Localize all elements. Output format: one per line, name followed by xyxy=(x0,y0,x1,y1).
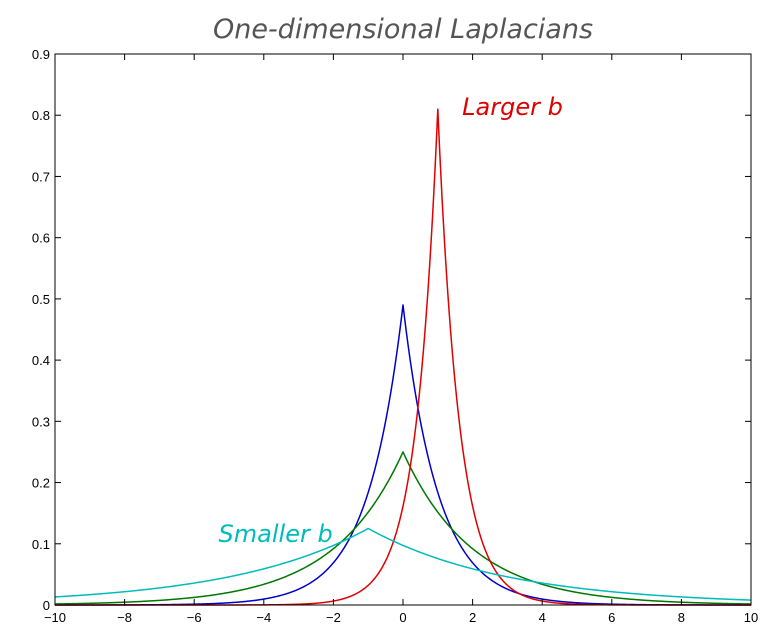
x-tick-label: −2 xyxy=(326,610,341,625)
plot-area xyxy=(54,108,752,606)
x-tick-label: 2 xyxy=(469,610,476,625)
x-tick-label: −8 xyxy=(117,610,132,625)
x-tick-label: 4 xyxy=(539,610,546,625)
y-tick-label: 0.2 xyxy=(32,476,50,491)
x-tick-label: 8 xyxy=(678,610,685,625)
x-tick-label: 6 xyxy=(608,610,615,625)
y-tick-label: 0.7 xyxy=(32,169,50,184)
series-line-3 xyxy=(55,108,751,606)
annotation-label: Smaller b xyxy=(219,520,333,548)
y-tick-label: 0 xyxy=(43,598,50,613)
x-tick-label: 10 xyxy=(744,610,758,625)
y-tick-label: 0.5 xyxy=(32,292,50,307)
series-line-1 xyxy=(55,304,751,606)
y-tick-label: 0.1 xyxy=(32,537,50,552)
plot-frame xyxy=(54,53,752,606)
axes: −10 −8 −6 −4 −2 0 2 4 6 8 10 0 0.1 0.2 0.3 0.4 0.5 0.6 0.7… xyxy=(32,47,758,625)
y-tick-label: 0.6 xyxy=(32,231,50,246)
x-tick-label: 0 xyxy=(399,610,406,625)
series-line-4 xyxy=(54,527,752,601)
y-tick-label: 0.8 xyxy=(32,108,50,123)
y-tick-label: 0.3 xyxy=(32,414,50,429)
x-tick-label: −4 xyxy=(256,610,271,625)
x-tick-label: −6 xyxy=(187,610,202,625)
y-tick-label: 0.4 xyxy=(32,353,50,368)
y-tick-label: 0.9 xyxy=(32,47,50,62)
chart-title: One-dimensional Laplacians xyxy=(213,14,593,45)
annotations: Larger b Smaller b xyxy=(219,93,563,548)
series-line-2 xyxy=(54,451,752,605)
annotation-label: Larger b xyxy=(462,93,563,121)
x-tick-label: −10 xyxy=(44,610,66,625)
